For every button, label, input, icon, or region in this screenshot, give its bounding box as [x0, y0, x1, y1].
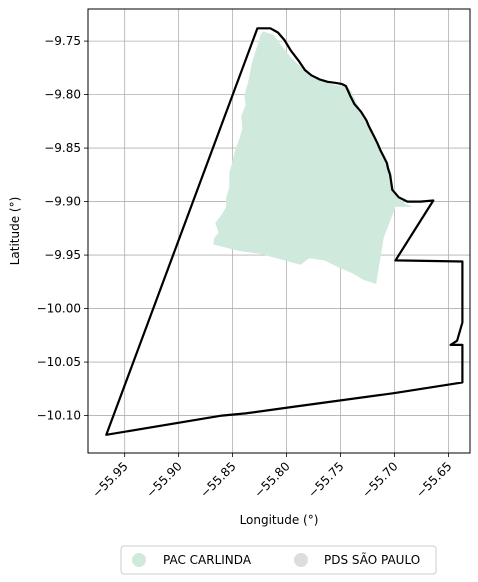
x-tick-label-4: −55.75	[305, 459, 346, 500]
x-tick-label-1: −55.90	[143, 459, 184, 500]
y-tick-label-7: −10.10	[37, 409, 81, 423]
map-layers	[106, 28, 462, 435]
x-axis-label: Longitude (°)	[240, 513, 319, 527]
y-tick-label-0: −9.75	[44, 34, 81, 48]
y-axis-label: Latitude (°)	[8, 197, 22, 266]
legend-label-pds-sao-paulo: PDS SÃO PAULO	[324, 552, 420, 567]
legend: PAC CARLINDA PDS SÃO PAULO	[121, 546, 436, 574]
legend-marker-pds-sao-paulo	[294, 553, 308, 567]
x-tick-label-0: −55.95	[90, 459, 131, 500]
x-tick-label-3: −55.80	[251, 459, 292, 500]
y-tick-label-6: −10.05	[37, 355, 81, 369]
x-tick-label-2: −55.85	[197, 459, 238, 500]
legend-label-pac-carlinda: PAC CARLINDA	[163, 553, 252, 567]
x-tick-label-6: −55.65	[413, 459, 454, 500]
y-axis-ticks: −9.75 −9.80 −9.85 −9.90 −9.95 −10.00 −10.05 −10…	[37, 34, 88, 423]
y-tick-label-5: −10.00	[37, 302, 81, 316]
x-axis-ticks: −55.95 −55.90 −55.85 −55.80 −55.75 −55.70 −55.…	[90, 453, 455, 501]
y-tick-label-1: −9.80	[44, 88, 81, 102]
y-tick-label-2: −9.85	[44, 141, 81, 155]
legend-marker-pac-carlinda	[132, 553, 146, 567]
y-tick-label-4: −9.95	[44, 248, 81, 262]
x-tick-label-5: −55.70	[359, 459, 400, 500]
y-tick-label-3: −9.90	[44, 195, 81, 209]
